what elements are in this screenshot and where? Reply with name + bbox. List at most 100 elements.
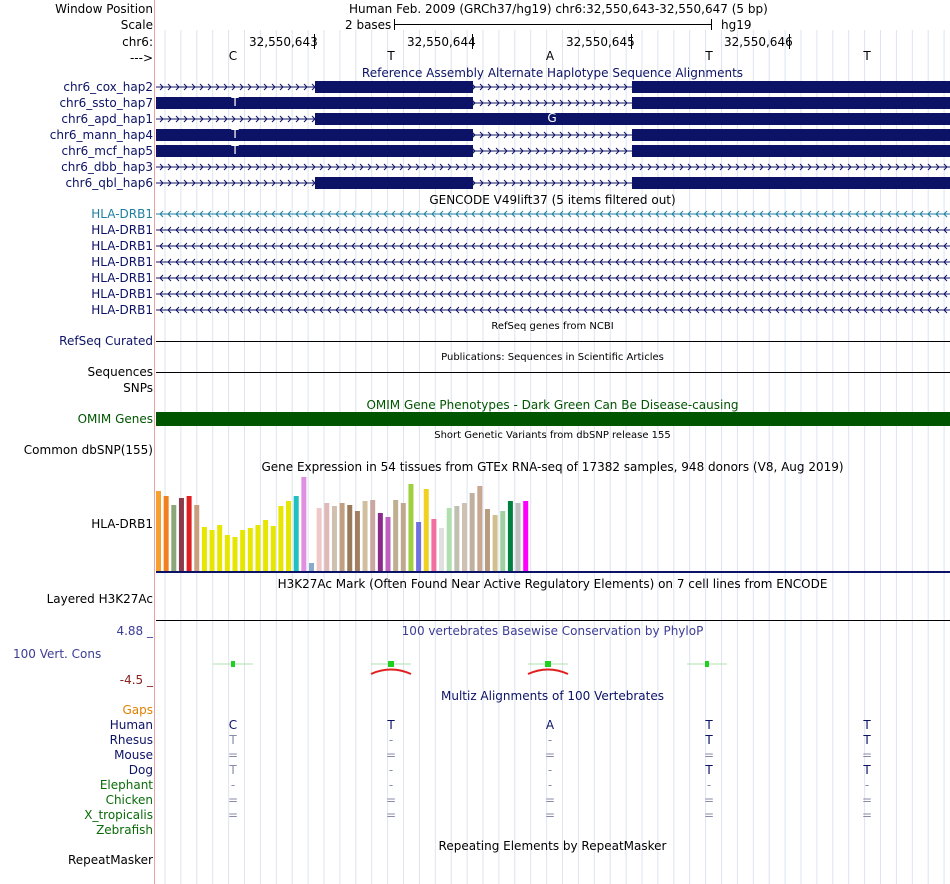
haplotype-row[interactable]: G [156,112,950,125]
gtex-tissue-bar[interactable] [209,530,215,571]
gtex-tissue-bar[interactable] [232,537,238,571]
gencode-gene-label[interactable]: HLA-DRB1 [91,207,153,221]
gencode-gene-label[interactable]: HLA-DRB1 [91,303,153,317]
multiz-species-gaps[interactable]: Gaps [122,703,153,717]
gtex-tissue-bar[interactable] [446,508,452,571]
multiz-species-zebrafish[interactable]: Zebrafish [96,823,153,837]
gtex-tissue-bar[interactable] [408,484,414,571]
multiz-species-x_tropicalis[interactable]: X_tropicalis [84,808,153,822]
gtex-title[interactable]: Gene Expression in 54 tissues from GTEx … [261,460,844,474]
gtex-tissue-bar[interactable] [515,503,521,571]
gencode-gene-label[interactable]: HLA-DRB1 [91,255,153,269]
h3k27ac-title[interactable]: H3K27Ac Mark (Often Found Near Active Re… [277,577,828,591]
haplotype-row[interactable] [156,81,950,93]
gtex-tissue-bar[interactable] [439,528,445,571]
hap-label-chr6_ssto_hap7[interactable]: chr6_ssto_hap7 [59,96,153,110]
multiz-species-chicken[interactable]: Chicken [105,793,153,807]
haplotype-row[interactable] [156,177,950,189]
gtex-tissue-bar[interactable] [354,511,360,571]
hap-label-chr6_qbl_hap6[interactable]: chr6_qbl_hap6 [65,176,153,190]
haplotype-row[interactable] [156,161,950,173]
gencode-transcript[interactable] [156,240,950,250]
omim-title[interactable]: OMIM Gene Phenotypes - Dark Green Can Be… [366,398,739,412]
phylop-title[interactable]: 100 vertebrates Basewise Conservation by… [401,624,704,638]
gtex-tissue-bar[interactable] [331,506,337,571]
refseq-label[interactable]: RefSeq Curated [59,334,153,348]
gtex-tissue-bar[interactable] [393,500,399,571]
gencode-transcript[interactable] [156,256,950,266]
gtex-tissue-bar[interactable] [507,501,513,571]
gtex-tissue-bar[interactable] [484,509,490,571]
haplotype-row[interactable]: T [156,128,950,141]
gtex-tissue-bar[interactable] [217,525,223,571]
gtex-tissue-bar[interactable] [500,511,506,571]
gtex-tissue-bar[interactable] [324,503,330,571]
gencode-transcript[interactable] [156,272,950,282]
publications-label[interactable]: Sequences [87,365,153,379]
gtex-tissue-bar[interactable] [454,506,460,571]
gencode-title[interactable]: GENCODE V49lift37 (5 items filtered out) [429,193,676,207]
gtex-tissue-bar[interactable] [423,489,429,571]
gtex-tissue-bar[interactable] [301,477,307,571]
gtex-tissue-bar[interactable] [309,563,314,571]
multiz-species-mouse[interactable]: Mouse [114,748,153,762]
gencode-gene-label[interactable]: HLA-DRB1 [91,271,153,285]
gtex-tissue-bar[interactable] [278,506,284,571]
gtex-tissue-bar[interactable] [270,526,276,571]
gtex-tissue-bar[interactable] [370,500,376,571]
dbsnp-title[interactable]: Short Genetic Variants from dbSNP releas… [434,430,671,441]
snps-label[interactable]: SNPs [123,381,153,395]
gtex-tissue-bar[interactable] [431,519,437,571]
gtex-tissue-bar[interactable] [240,530,246,571]
gtex-tissue-bar[interactable] [156,491,161,571]
multiz-species-elephant[interactable]: Elephant [99,778,153,792]
gtex-tissue-bar[interactable] [247,528,253,571]
gtex-tissue-bar[interactable] [194,505,200,571]
publications-title[interactable]: Publications: Sequences in Scientific Ar… [441,352,664,363]
multiz-species-rhesus[interactable]: Rhesus [109,733,153,747]
gtex-tissue-bar[interactable] [186,496,192,571]
gtex-tissue-bar[interactable] [163,496,169,571]
gencode-gene-label[interactable]: HLA-DRB1 [91,239,153,253]
omim-label[interactable]: OMIM Genes [77,412,153,426]
gtex-tissue-bar[interactable] [377,513,383,571]
hap-label-chr6_dbb_hap3[interactable]: chr6_dbb_hap3 [61,160,153,174]
hap-label-chr6_cox_hap2[interactable]: chr6_cox_hap2 [63,80,153,94]
gtex-tissue-bar[interactable] [362,501,368,571]
gtex-tissue-bar[interactable] [523,501,529,571]
gtex-tissue-bar[interactable] [339,503,345,571]
multiz-species-human[interactable]: Human [109,718,153,732]
phylop-label[interactable]: 100 Vert. Cons [13,647,102,661]
gtex-tissue-bar[interactable] [385,517,391,571]
gtex-tissue-bar[interactable] [347,505,353,571]
haplotypes-title[interactable]: Reference Assembly Alternate Haplotype S… [361,66,744,80]
repeatmasker-title[interactable]: Repeating Elements by RepeatMasker [438,839,667,853]
h3k27ac-label[interactable]: Layered H3K27Ac [46,592,153,606]
phylop-graph[interactable] [156,655,950,685]
gencode-transcript[interactable] [156,304,950,314]
omim-feature-bar[interactable] [156,412,950,426]
gtex-bar-chart[interactable] [156,474,950,574]
gtex-tissue-bar[interactable] [462,503,467,571]
gtex-tissue-bar[interactable] [293,496,299,571]
gtex-tissue-bar[interactable] [171,505,177,571]
gtex-tissue-bar[interactable] [178,498,184,571]
multiz-species-dog[interactable]: Dog [128,763,153,777]
hap-label-chr6_apd_hap1[interactable]: chr6_apd_hap1 [61,112,153,126]
gtex-tissue-bar[interactable] [477,486,483,571]
haplotype-row[interactable]: T [156,144,950,157]
gtex-tissue-bar[interactable] [469,493,475,571]
haplotype-row[interactable]: T [156,96,950,109]
gtex-tissue-bar[interactable] [263,520,269,571]
gencode-transcript[interactable] [156,288,950,298]
gtex-label[interactable]: HLA-DRB1 [91,517,153,531]
gencode-transcript[interactable] [156,208,950,218]
dbsnp-label[interactable]: Common dbSNP(155) [23,443,153,457]
gtex-tissue-bar[interactable] [224,535,230,571]
gencode-gene-label[interactable]: HLA-DRB1 [91,223,153,237]
gtex-tissue-bar[interactable] [400,503,406,571]
repeatmasker-label[interactable]: RepeatMasker [67,853,153,867]
multiz-title[interactable]: Multiz Alignments of 100 Vertebrates [440,689,665,703]
gtex-tissue-bar[interactable] [201,527,207,571]
gencode-transcript[interactable] [156,224,950,234]
